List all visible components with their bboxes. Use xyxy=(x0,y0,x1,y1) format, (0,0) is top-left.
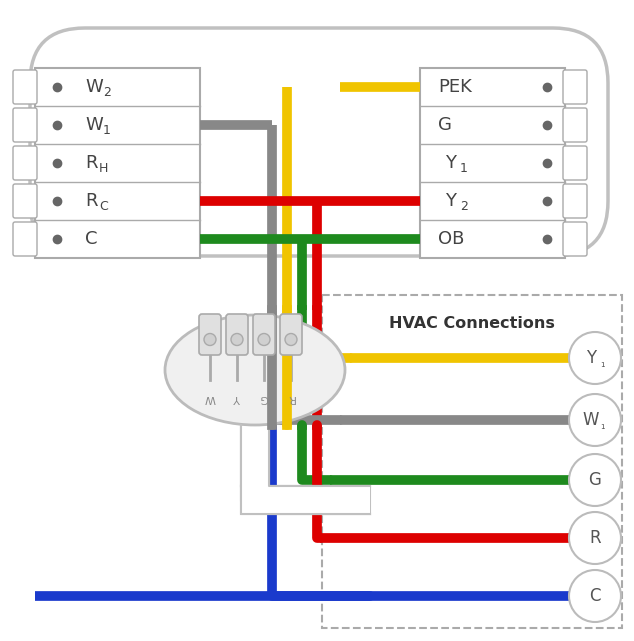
Circle shape xyxy=(569,512,621,564)
Text: R: R xyxy=(287,393,295,403)
FancyBboxPatch shape xyxy=(199,314,221,355)
FancyBboxPatch shape xyxy=(13,146,37,180)
Bar xyxy=(420,68,565,258)
FancyBboxPatch shape xyxy=(563,146,587,180)
FancyBboxPatch shape xyxy=(563,184,587,218)
Ellipse shape xyxy=(165,315,345,425)
Circle shape xyxy=(285,333,297,345)
Bar xyxy=(35,68,200,258)
Text: W: W xyxy=(205,393,216,403)
Text: W: W xyxy=(85,116,103,134)
Text: HVAC Connections: HVAC Connections xyxy=(389,315,555,331)
FancyBboxPatch shape xyxy=(13,222,37,256)
FancyBboxPatch shape xyxy=(13,70,37,104)
Text: 1: 1 xyxy=(460,162,468,174)
Polygon shape xyxy=(241,425,370,514)
Text: 2: 2 xyxy=(103,85,111,99)
Circle shape xyxy=(569,570,621,622)
Bar xyxy=(241,486,370,514)
Text: G: G xyxy=(260,393,268,403)
Text: Y: Y xyxy=(445,154,456,172)
Text: W: W xyxy=(85,78,103,96)
Circle shape xyxy=(204,333,216,345)
Text: Y: Y xyxy=(586,349,596,367)
FancyBboxPatch shape xyxy=(226,314,248,355)
FancyBboxPatch shape xyxy=(253,314,275,355)
Text: W: W xyxy=(583,411,599,429)
FancyBboxPatch shape xyxy=(280,314,302,355)
Text: OB: OB xyxy=(438,230,464,248)
Text: ₁: ₁ xyxy=(600,421,604,431)
FancyBboxPatch shape xyxy=(30,28,608,256)
FancyBboxPatch shape xyxy=(13,184,37,218)
Text: C: C xyxy=(589,587,601,605)
FancyBboxPatch shape xyxy=(241,425,269,500)
FancyBboxPatch shape xyxy=(563,222,587,256)
Text: PEK: PEK xyxy=(438,78,472,96)
Circle shape xyxy=(569,332,621,384)
Bar xyxy=(322,295,622,628)
Text: ₁: ₁ xyxy=(600,359,604,369)
Circle shape xyxy=(569,454,621,506)
Text: R: R xyxy=(85,192,98,210)
Text: G: G xyxy=(438,116,452,134)
Text: Y: Y xyxy=(445,192,456,210)
Text: Y: Y xyxy=(233,393,240,403)
Text: H: H xyxy=(99,162,108,174)
Text: 2: 2 xyxy=(460,199,468,213)
FancyBboxPatch shape xyxy=(563,70,587,104)
Text: C: C xyxy=(85,230,98,248)
Circle shape xyxy=(258,333,270,345)
Circle shape xyxy=(569,394,621,446)
Text: R: R xyxy=(589,529,601,547)
Circle shape xyxy=(231,333,243,345)
Text: 1: 1 xyxy=(103,124,111,137)
FancyBboxPatch shape xyxy=(563,108,587,142)
FancyBboxPatch shape xyxy=(13,108,37,142)
Text: R: R xyxy=(85,154,98,172)
Text: G: G xyxy=(588,471,602,489)
Text: C: C xyxy=(99,199,108,213)
